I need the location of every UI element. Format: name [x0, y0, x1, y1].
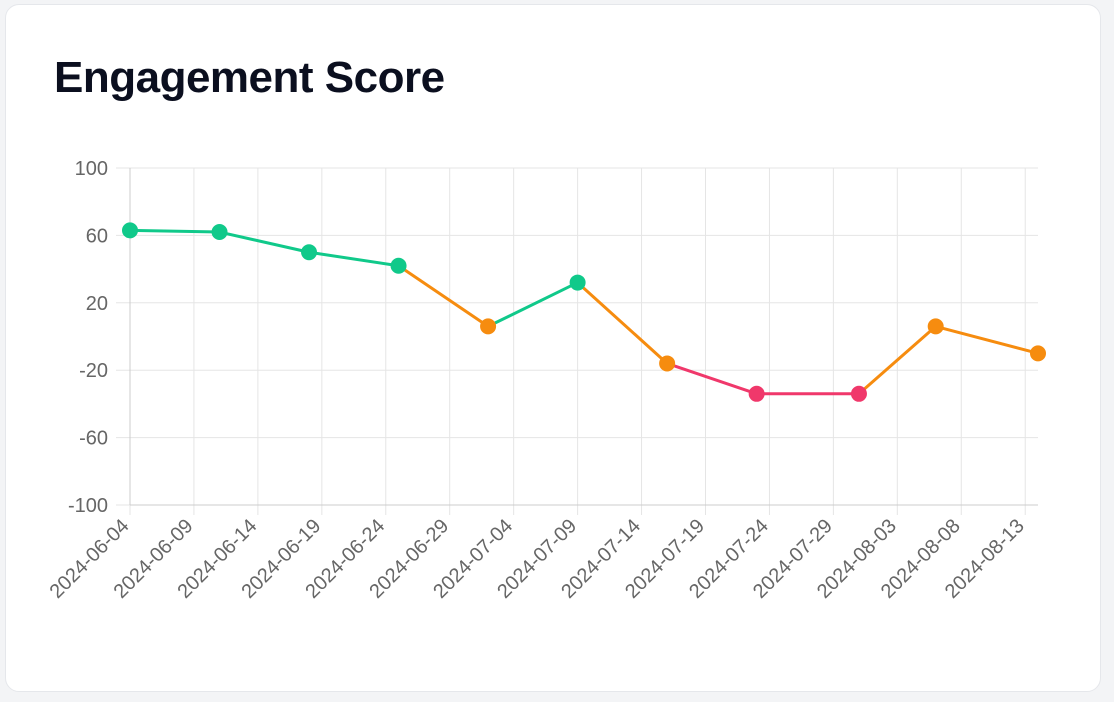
data-point	[927, 318, 944, 335]
data-point	[211, 224, 228, 241]
series-line-segment	[128, 228, 222, 234]
chart-card: Engagement Score	[5, 4, 1101, 692]
y-tick-label: -60	[79, 428, 108, 450]
y-tick-label: -100	[68, 495, 108, 517]
series-line-segment	[486, 281, 580, 328]
y-tick-label: 100	[75, 158, 108, 180]
data-point	[301, 244, 318, 261]
series-line-segment	[576, 281, 669, 365]
series-line-segment	[857, 324, 938, 396]
data-point	[659, 355, 676, 372]
data-point	[1030, 345, 1046, 362]
data-point	[850, 385, 867, 402]
data-point	[480, 318, 497, 335]
series-line-segment	[307, 250, 401, 268]
y-tick-label: 20	[86, 293, 108, 315]
series-line-segment	[934, 324, 1040, 355]
series-line-segment	[397, 264, 490, 328]
series-line-segment	[665, 361, 759, 396]
series-line-segment	[218, 230, 311, 254]
y-tick-label: -20	[79, 360, 108, 382]
data-point	[569, 274, 586, 291]
data-point	[390, 257, 407, 274]
y-tick-label: 60	[86, 225, 108, 247]
chart-title: Engagement Score	[54, 53, 445, 102]
data-point	[122, 222, 138, 239]
data-point	[748, 385, 765, 402]
